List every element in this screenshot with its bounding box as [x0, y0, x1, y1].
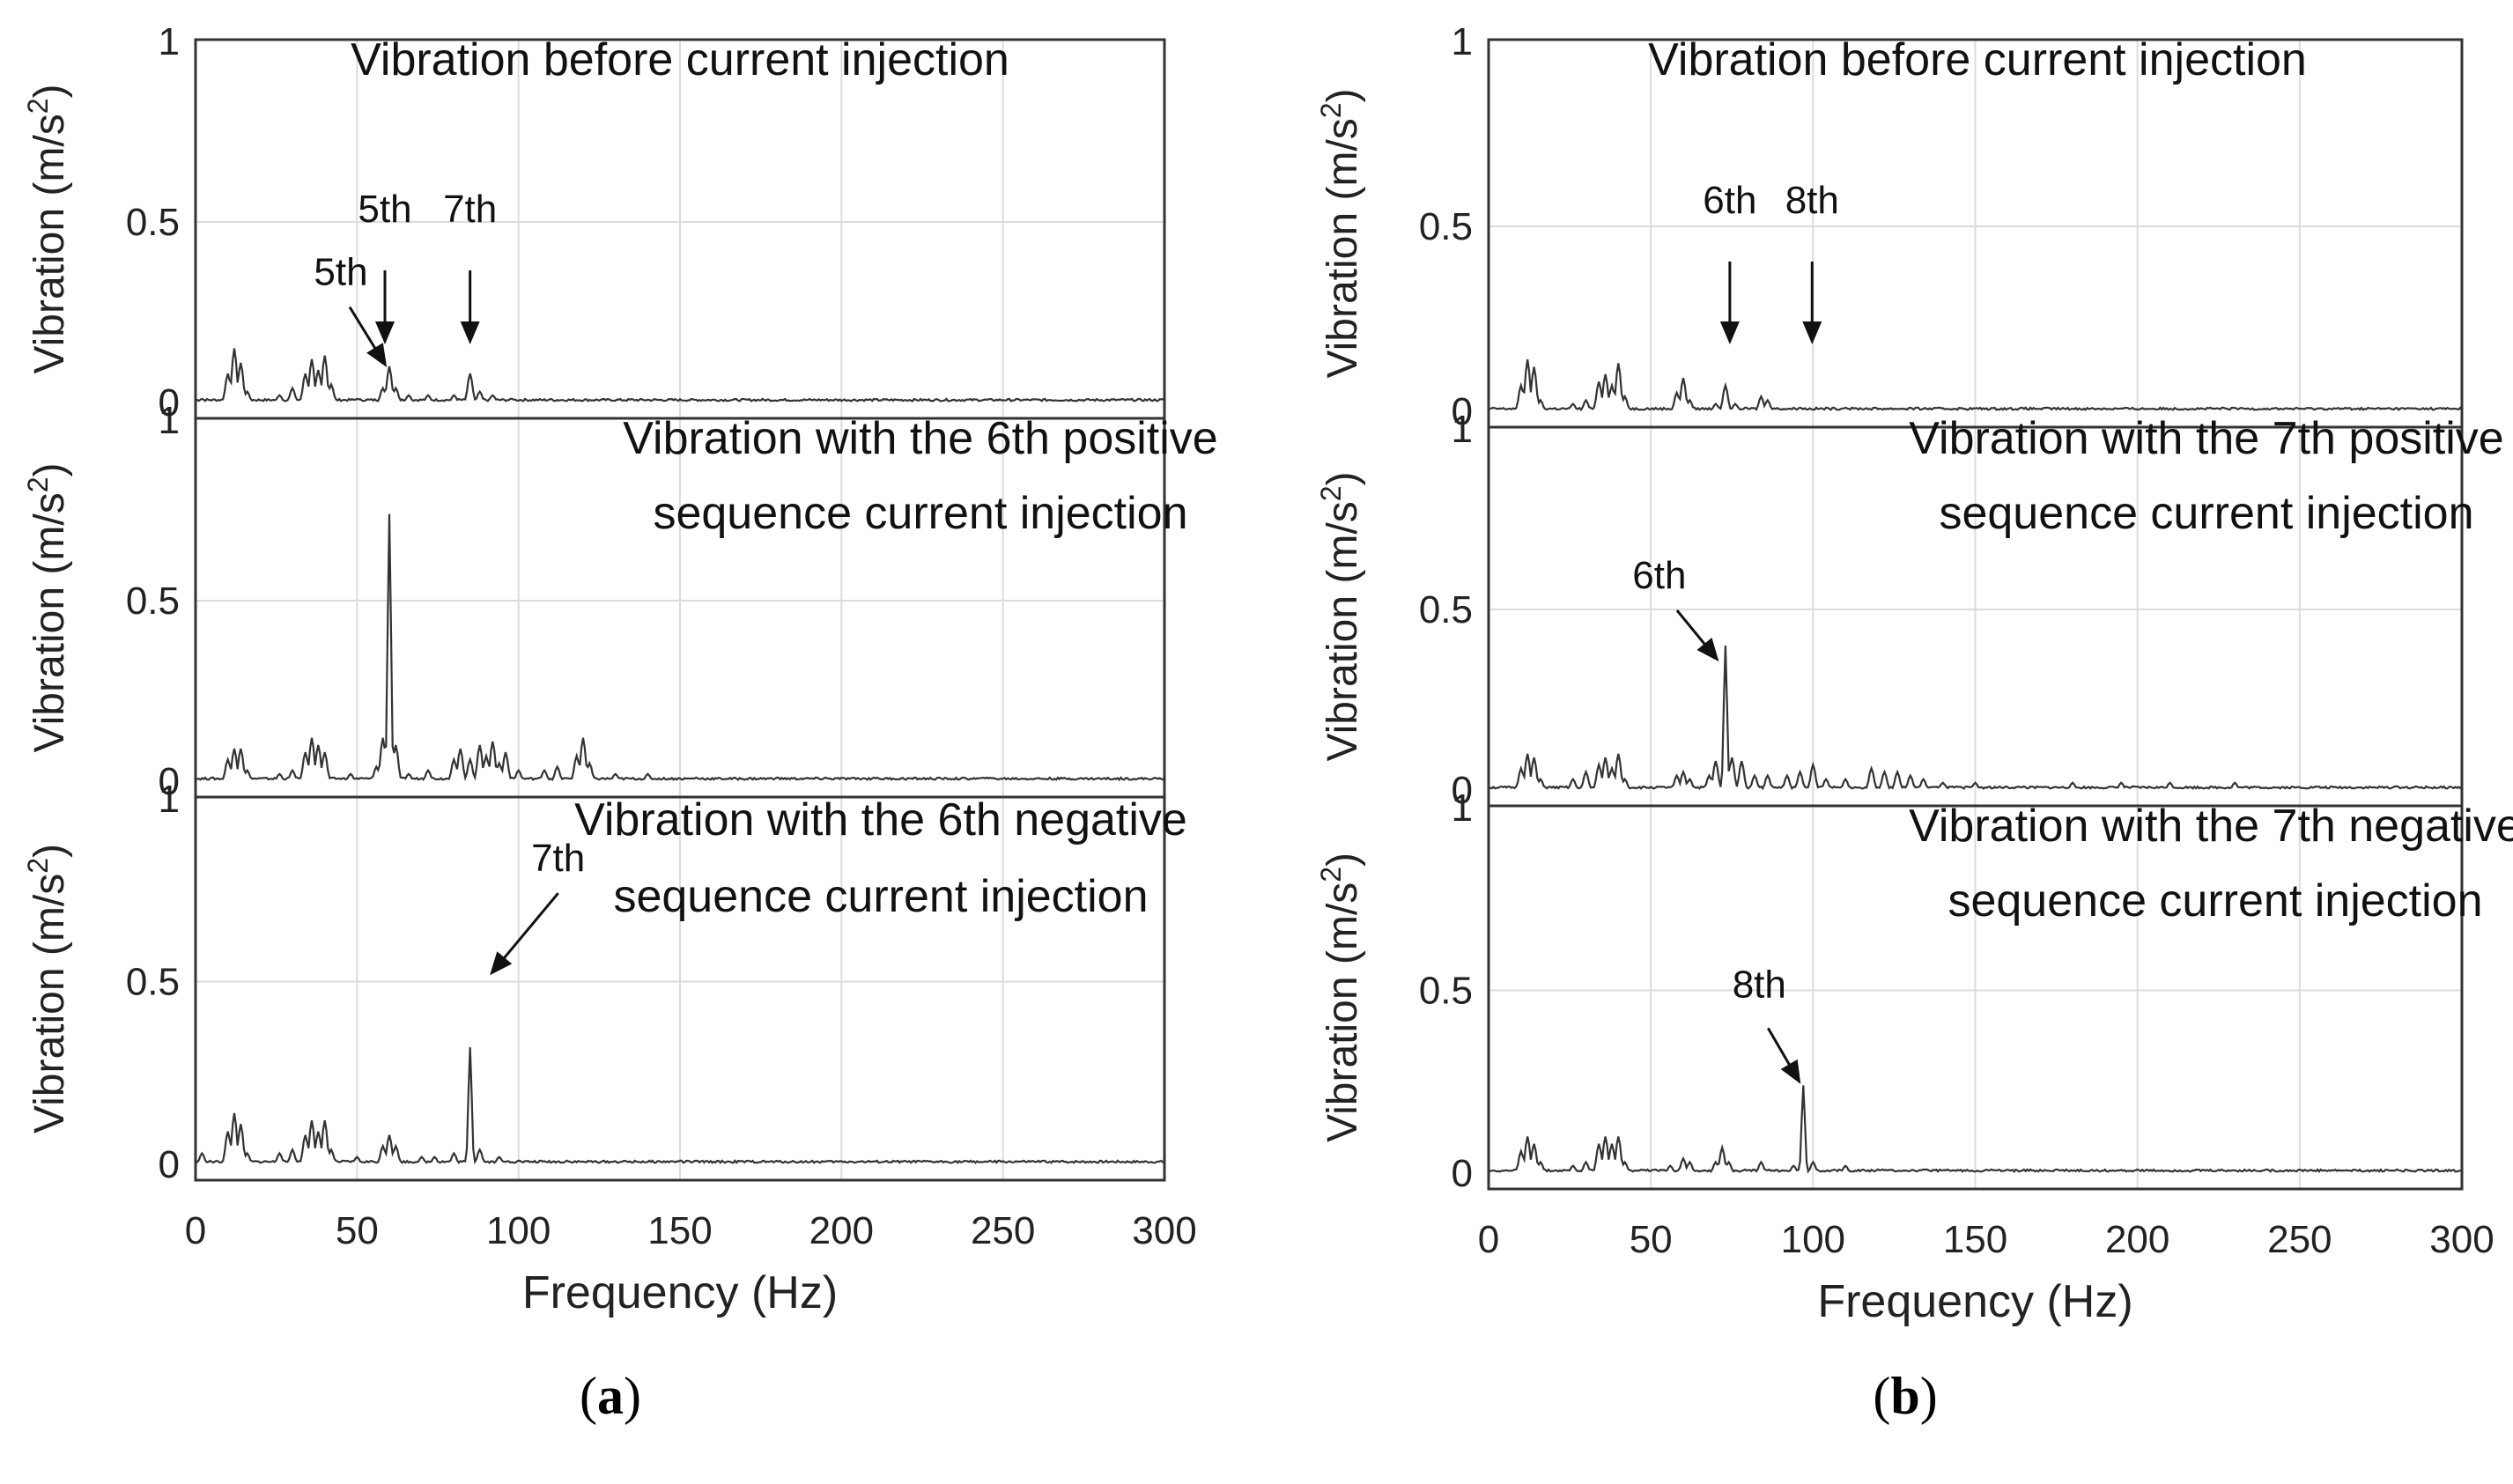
annotation-label: 5th: [358, 188, 411, 231]
y-tick-label: 0: [159, 1143, 180, 1186]
x-tick-label: 50: [336, 1209, 379, 1252]
subplot-b-2: 0 0.5 1 Vibration with the 7th positive sequ…: [1315, 408, 2504, 812]
y-tick-label: 0.5: [126, 580, 180, 623]
x-tick-label: 100: [486, 1209, 551, 1252]
y-tick-label: 0: [1452, 769, 1473, 812]
panel-label: (a): [580, 1367, 641, 1425]
y-axis-label: Vibration (m/s2): [1315, 89, 1366, 379]
y-tick-label: 0.5: [1419, 588, 1473, 631]
x-axis-label: Frequency (Hz): [1817, 1276, 2132, 1327]
annotation-arrowhead: [1719, 321, 1740, 344]
y-tick-label: 0: [159, 760, 180, 803]
annotation-arrowhead: [460, 321, 480, 344]
spectrum-line: [1488, 645, 2463, 791]
spectrum-line: [195, 348, 1165, 402]
chart-b: 0 0.5 1 Vibration before current injection V…: [1315, 20, 2513, 1425]
x-tick-label: 200: [809, 1209, 874, 1252]
subplot-title-line: Vibration with the 7th negative: [1909, 801, 2513, 852]
x-tick-label: 0: [1478, 1218, 1499, 1261]
spectrum-line: [195, 513, 1165, 782]
chart-a: 0 0.5 1 Vibration before current injection V…: [22, 20, 1218, 1425]
subplot-a-2: 0 0.5 1 Vibration with the 6th positive sequ…: [22, 251, 1218, 803]
y-tick-label: 0.5: [1419, 205, 1473, 248]
spectrum-line: [195, 1047, 1165, 1165]
annotation-label: 5th: [314, 251, 367, 294]
y-tick-label: 0.5: [1419, 970, 1473, 1013]
annotation-arrowhead: [1780, 1059, 1801, 1084]
x-tick-label: 300: [1132, 1209, 1196, 1252]
y-tick-label: 0: [1452, 390, 1473, 433]
subplot-a-3: 0 0.5 1 Vibration with the 6th negative sequ…: [22, 778, 1197, 1252]
y-tick-label: 0: [159, 381, 180, 425]
spectrum-line: [1488, 1085, 2463, 1174]
subplot-title-line: Vibration with the 6th positive: [623, 413, 1217, 464]
y-tick-label: 0.5: [126, 201, 180, 244]
annotation-arrowhead: [375, 321, 395, 344]
y-tick-label: 1: [1452, 786, 1473, 830]
annotation-label: 8th: [1785, 179, 1839, 222]
x-tick-label: 250: [2267, 1218, 2332, 1261]
x-tick-label: 50: [1630, 1218, 1673, 1261]
y-axis-label: Vibration (m/s2): [22, 85, 73, 374]
annotation-arrowhead: [366, 343, 388, 368]
y-tick-label: 0.5: [126, 961, 180, 1004]
y-tick-label: 0: [1452, 1152, 1473, 1195]
subplot-title-line: Vibration before current injection: [351, 34, 1009, 85]
annotation-label: 7th: [531, 837, 585, 880]
spectrum-line: [1488, 359, 2463, 412]
x-tick-label: 150: [647, 1209, 712, 1252]
y-axis-label: Vibration (m/s2): [22, 463, 73, 753]
annotation-label: 6th: [1703, 179, 1756, 222]
subplot-b-3: 0 0.5 1 Vibration with the 7th negative sequ…: [1315, 786, 2513, 1261]
y-tick-label: 1: [1452, 408, 1473, 451]
x-tick-label: 100: [1781, 1218, 1845, 1261]
subplot-title-line: sequence current injection: [653, 488, 1187, 539]
y-axis-label: Vibration (m/s2): [1315, 853, 1366, 1142]
y-tick-label: 1: [159, 778, 180, 821]
x-tick-label: 250: [971, 1209, 1035, 1252]
annotation-label: 7th: [443, 188, 497, 231]
annotation-label: 6th: [1632, 554, 1686, 597]
subplot-title-line: Vibration with the 7th positive: [1909, 413, 2503, 464]
subplot-title-line: sequence current injection: [1948, 875, 2482, 927]
annotation-label: 8th: [1733, 963, 1786, 1006]
y-tick-label: 1: [159, 399, 180, 442]
y-tick-label: 1: [1452, 20, 1473, 63]
annotation-arrowhead: [490, 951, 513, 976]
axes-box: [194, 795, 1166, 1182]
y-axis-label: Vibration (m/s2): [22, 844, 73, 1133]
x-tick-label: 0: [185, 1209, 206, 1252]
x-axis-label: Frequency (Hz): [522, 1267, 838, 1318]
subplot-title-line: Vibration with the 6th negative: [574, 794, 1187, 845]
y-tick-label: 1: [159, 20, 180, 63]
y-axis-label: Vibration (m/s2): [1315, 472, 1366, 762]
x-tick-label: 200: [2105, 1218, 2169, 1261]
axes-box: [1487, 804, 2464, 1191]
annotation-arrowhead: [1802, 321, 1822, 344]
x-tick-label: 300: [2429, 1218, 2494, 1261]
x-tick-label: 150: [1943, 1218, 2007, 1261]
subplot-a-1: 0 0.5 1 Vibration before current injection V…: [22, 20, 1166, 425]
subplot-title-line: Vibration before current injection: [1648, 34, 2307, 85]
subplot-title-line: sequence current injection: [1939, 488, 2473, 539]
annotation-arrowhead: [1696, 638, 1719, 662]
subplot-title-line: sequence current injection: [613, 871, 1148, 922]
panel-label: (b): [1873, 1367, 1937, 1425]
subplot-b-1: 0 0.5 1 Vibration before current injection V…: [1315, 20, 2464, 433]
